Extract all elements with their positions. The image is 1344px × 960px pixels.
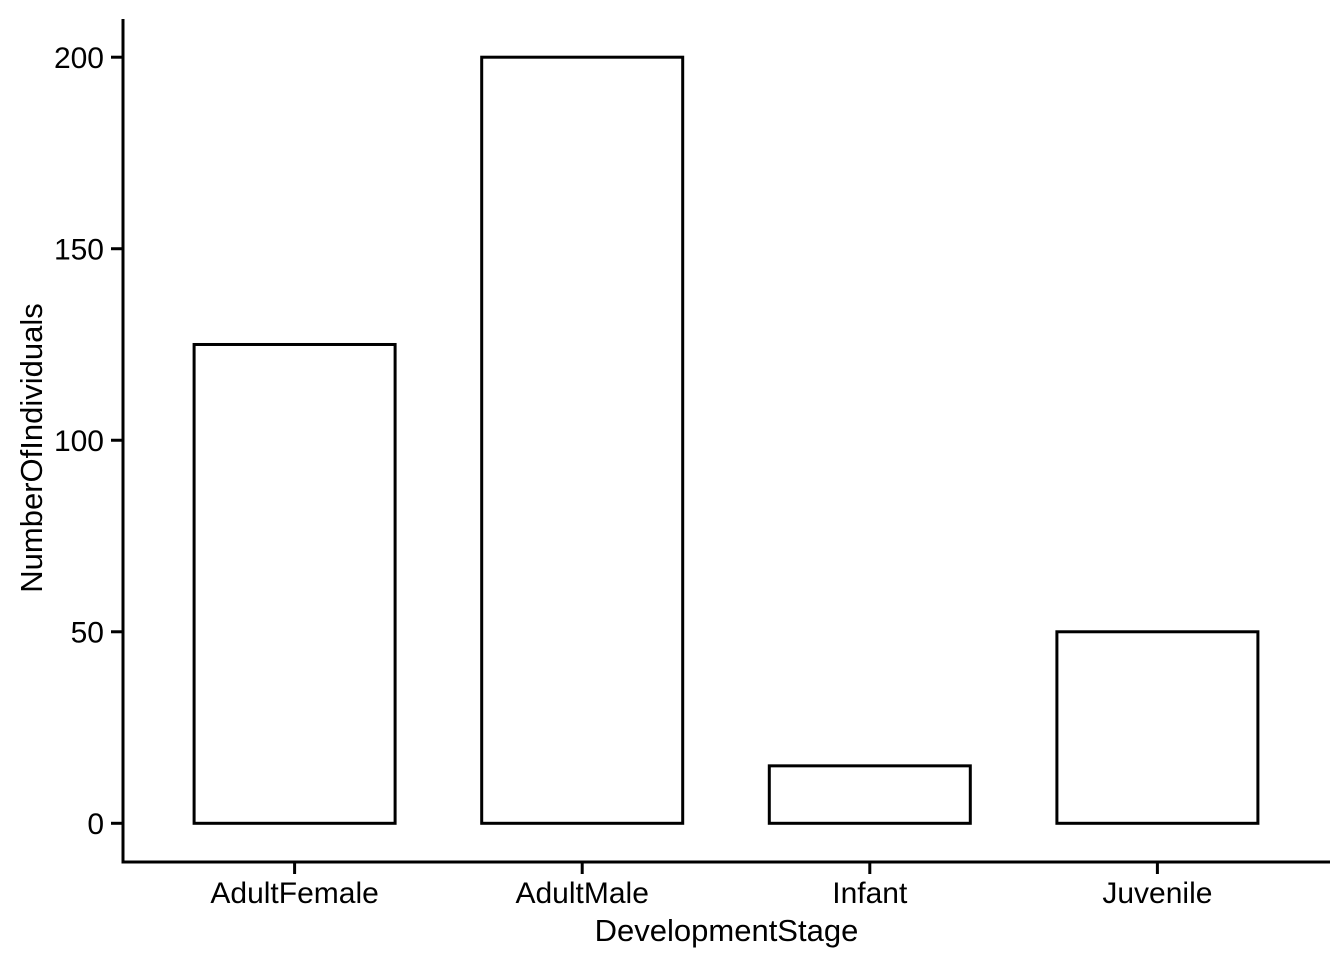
x-axis-title: DevelopmentStage	[595, 913, 859, 948]
bar-adultmale	[480, 55, 685, 825]
x-tick-label: AdultMale	[515, 877, 648, 910]
y-tick-label: 50	[71, 617, 104, 650]
y-tick-label: 200	[54, 42, 104, 75]
x-tick-label: Juvenile	[1102, 877, 1212, 910]
y-tick-label: 150	[54, 234, 104, 267]
x-tick-label: Infant	[832, 877, 908, 910]
y-tick-label: 0	[87, 808, 104, 841]
y-tick-label: 100	[54, 425, 104, 458]
x-tick-label: AdultFemale	[210, 877, 378, 910]
bar-juvenile	[1055, 630, 1260, 825]
bar-infant	[767, 764, 972, 825]
bar-adultfemale	[192, 342, 397, 825]
y-axis-title: NumberOfIndividuals	[14, 303, 49, 592]
